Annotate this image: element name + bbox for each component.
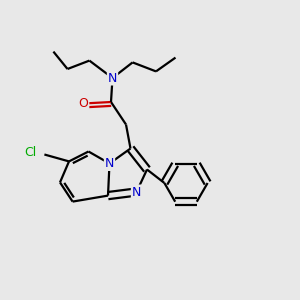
Text: N: N [105,157,114,170]
Text: O: O [79,97,88,110]
Text: Cl: Cl [24,146,36,160]
Text: N: N [132,185,141,199]
Text: N: N [108,71,117,85]
